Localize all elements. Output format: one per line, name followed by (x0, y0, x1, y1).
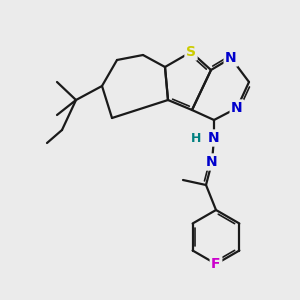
Text: S: S (186, 45, 196, 59)
Text: N: N (231, 101, 243, 115)
Text: H: H (191, 131, 201, 145)
Text: F: F (211, 257, 221, 271)
Text: N: N (206, 155, 218, 169)
Text: N: N (225, 51, 237, 65)
Text: N: N (208, 131, 220, 145)
